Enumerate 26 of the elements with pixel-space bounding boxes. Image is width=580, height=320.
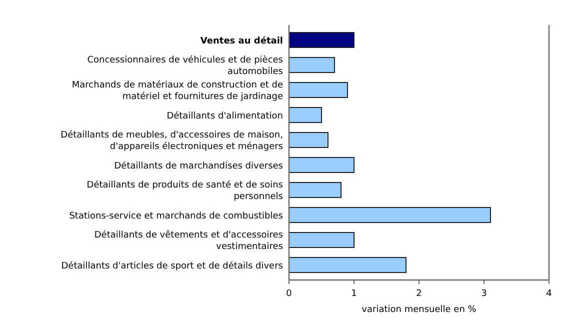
y-tick-label: Détaillants de produits de santé et de soins personnels (86, 180, 284, 202)
bar (288, 182, 342, 198)
x-tick-label: 4 (546, 289, 552, 299)
bar (288, 57, 335, 73)
bar (288, 107, 322, 123)
bar (288, 132, 328, 148)
y-tick-label: Marchands de matériaux de construction et de matériel et fournitures de jardinage (72, 80, 284, 102)
x-tick-label: 1 (351, 289, 357, 299)
y-tick-label: Concessionnaires de véhicules et de pièces automobiles (87, 54, 284, 78)
y-tick-label: Détaillants de vêtements et d'accessoires vestimentaires (94, 230, 284, 252)
bar (288, 257, 406, 273)
bar (288, 207, 491, 223)
x-tick-label: 2 (416, 289, 422, 299)
y-tick-label: Stations-service et marchands de combustibles (69, 211, 284, 222)
y-tick-label: Ventes au détail (200, 35, 283, 46)
y-tick-label: Détaillants d'alimentation (166, 110, 283, 122)
y-tick-label: Détaillants de meubles, d'accessoires de maison, d'appareils électroniques et ménagers (60, 130, 284, 152)
x-tick-label: 0 (286, 289, 292, 299)
x-axis-title: variation mensuelle en % (362, 305, 477, 315)
bar (288, 82, 348, 98)
x-tick-label: 3 (481, 289, 487, 299)
bar (288, 157, 354, 173)
bar (288, 232, 354, 248)
y-tick-label: Détaillants d'articles de sport et de détails divers (61, 260, 284, 272)
bar (288, 32, 354, 48)
y-tick-label: Détaillants de marchandises diverses (114, 160, 284, 172)
